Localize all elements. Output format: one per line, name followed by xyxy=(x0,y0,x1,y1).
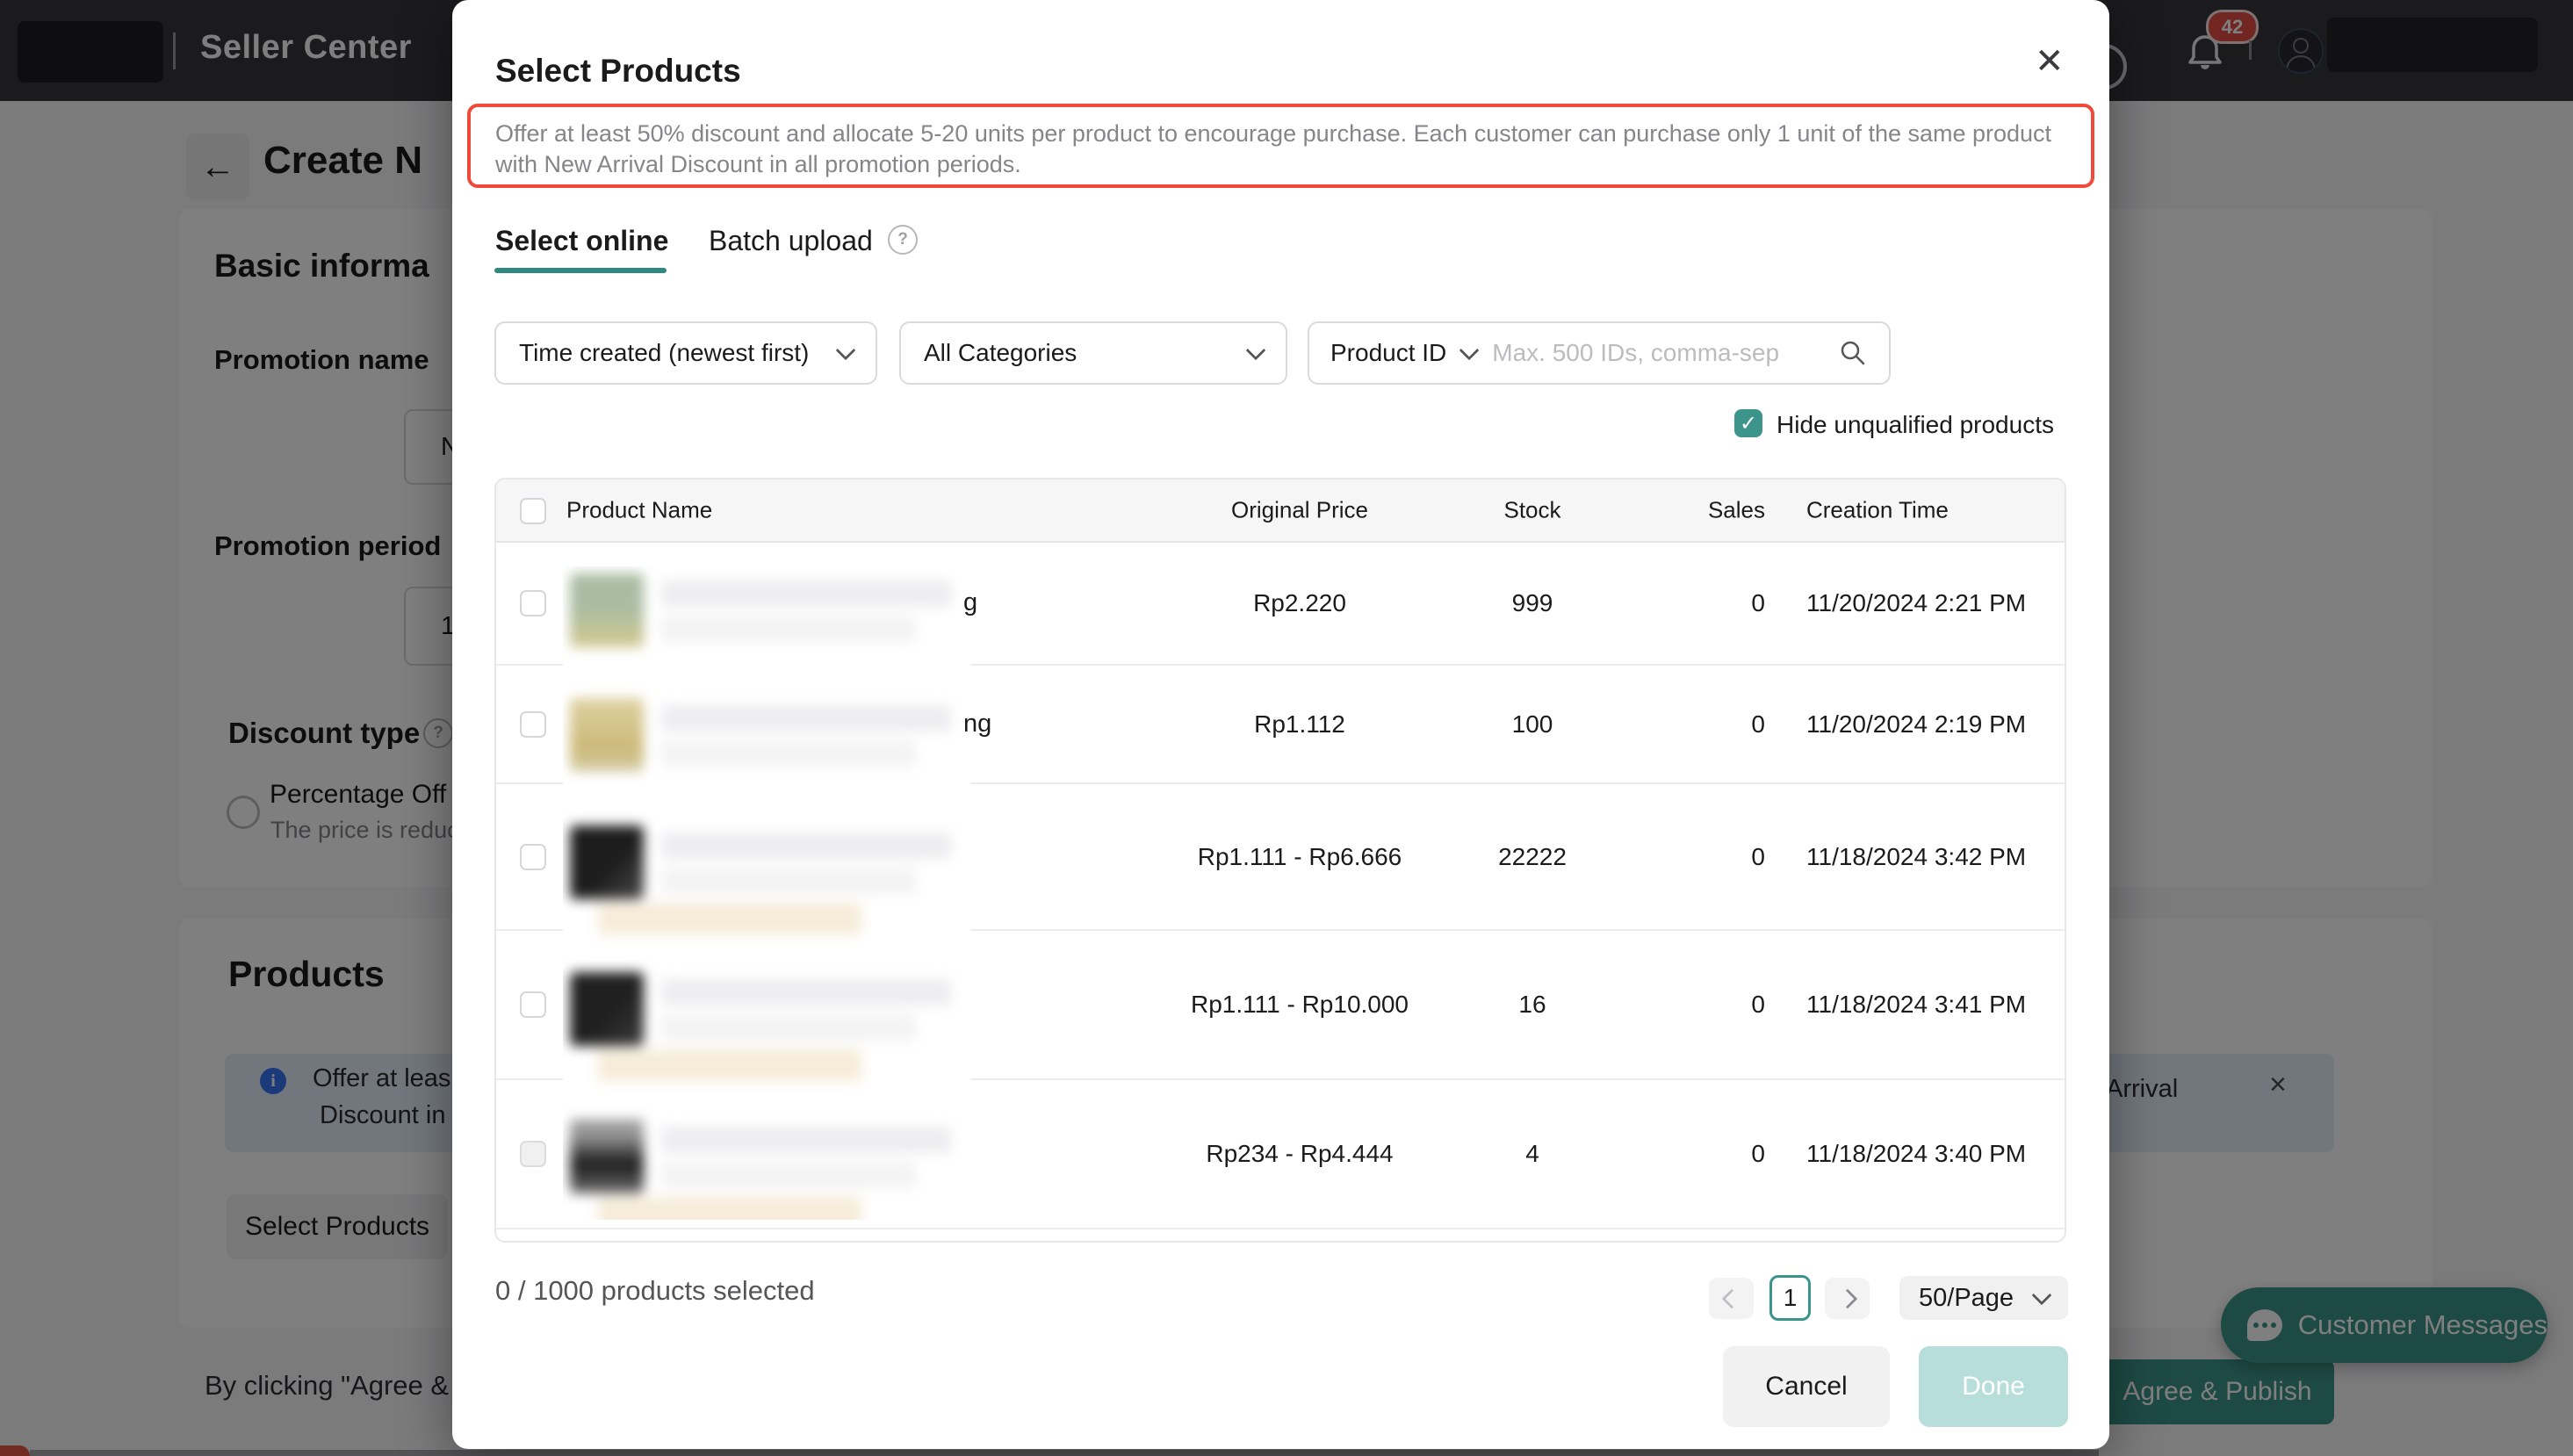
pagination-prev-button[interactable] xyxy=(1709,1278,1754,1319)
chevron-down-icon xyxy=(1246,341,1266,361)
cell-stock: 22222 xyxy=(1445,843,1620,871)
cell-price: Rp234 - Rp4.444 xyxy=(1124,1140,1475,1168)
pagination-next-button[interactable] xyxy=(1825,1278,1870,1319)
cell-sales: 0 xyxy=(1633,710,1765,739)
cancel-button[interactable]: Cancel xyxy=(1723,1346,1890,1427)
product-name-fragment: ng xyxy=(963,710,991,739)
product-name-fragment: g xyxy=(963,588,977,617)
selected-count-text: 0 / 1000 products selected xyxy=(495,1275,815,1307)
checkmark-icon: ✓ xyxy=(1740,411,1757,436)
chevron-down-icon xyxy=(2032,1286,2052,1306)
chevron-right-icon xyxy=(1837,1288,1857,1308)
search-input[interactable]: Max. 500 IDs, comma-sep xyxy=(1492,339,1822,367)
column-creation-time: Creation Time xyxy=(1806,497,1949,524)
chevron-down-icon xyxy=(836,341,856,361)
row-checkbox[interactable] xyxy=(520,991,546,1018)
cell-stock: 4 xyxy=(1445,1140,1620,1168)
cell-sales: 0 xyxy=(1633,1140,1765,1168)
hide-unqualified-label: Hide unqualified products xyxy=(1777,411,2054,439)
chevron-left-icon xyxy=(1721,1288,1741,1308)
redacted-product-names xyxy=(563,566,970,1220)
tab-select-online-label: Select online xyxy=(495,225,668,256)
batch-upload-help-icon[interactable]: ? xyxy=(888,225,918,255)
cell-price: Rp1.111 - Rp10.000 xyxy=(1124,991,1475,1019)
cell-price: Rp1.111 - Rp6.666 xyxy=(1124,843,1475,871)
cell-price: Rp1.112 xyxy=(1124,710,1475,739)
page-size-dropdown[interactable]: 50/Page xyxy=(1899,1276,2068,1320)
cell-created: 11/18/2024 3:42 PM xyxy=(1806,843,2026,871)
product-id-search[interactable]: Product ID Max. 500 IDs, comma-sep xyxy=(1308,321,1891,385)
product-thumbnail xyxy=(570,1120,644,1193)
row-checkbox[interactable] xyxy=(520,1141,546,1167)
cell-created: 11/20/2024 2:21 PM xyxy=(1806,589,2026,617)
pagination-current-page[interactable]: 1 xyxy=(1769,1275,1811,1321)
cell-sales: 0 xyxy=(1633,991,1765,1019)
tab-select-online[interactable]: Select online xyxy=(495,225,668,257)
cell-stock: 100 xyxy=(1445,710,1620,739)
cell-created: 11/18/2024 3:40 PM xyxy=(1806,1140,2026,1168)
chevron-down-icon xyxy=(1459,341,1480,361)
products-table: Product Name Original Price Stock Sales … xyxy=(494,478,2066,1243)
cell-created: 11/18/2024 3:41 PM xyxy=(1806,991,2026,1019)
sort-dropdown[interactable]: Time created (newest first) xyxy=(494,321,877,385)
done-button[interactable]: Done xyxy=(1919,1346,2068,1427)
cell-sales: 0 xyxy=(1633,589,1765,617)
row-checkbox[interactable] xyxy=(520,711,546,738)
hide-unqualified-checkbox[interactable]: ✓ xyxy=(1734,409,1762,437)
column-stock: Stock xyxy=(1445,497,1620,524)
category-dropdown-value: All Categories xyxy=(924,339,1077,367)
current-page-number: 1 xyxy=(1784,1284,1798,1312)
cancel-button-label: Cancel xyxy=(1765,1372,1847,1402)
done-button-label: Done xyxy=(1962,1372,2025,1402)
cell-stock: 999 xyxy=(1445,589,1620,617)
table-header: Product Name Original Price Stock Sales … xyxy=(496,479,2065,543)
cell-price: Rp2.220 xyxy=(1124,589,1475,617)
search-icon[interactable] xyxy=(1838,338,1868,368)
blur-layer xyxy=(563,566,970,1220)
column-original-price: Original Price xyxy=(1124,497,1475,524)
tab-batch-upload-label: Batch upload xyxy=(709,225,873,256)
modal-title: Select Products xyxy=(495,53,741,90)
tab-batch-upload[interactable]: Batch upload xyxy=(709,225,873,257)
product-thumbnail xyxy=(570,573,644,647)
cell-sales: 0 xyxy=(1633,843,1765,871)
notice-text: Offer at least 50% discount and allocate… xyxy=(471,107,2091,191)
discount-rules-notice: Offer at least 50% discount and allocate… xyxy=(467,104,2094,188)
product-thumbnail xyxy=(570,698,644,772)
cell-created: 11/20/2024 2:19 PM xyxy=(1806,710,2026,739)
row-checkbox[interactable] xyxy=(520,590,546,616)
cell-stock: 16 xyxy=(1445,991,1620,1019)
column-product-name: Product Name xyxy=(566,497,712,524)
modal-close-icon[interactable]: ✕ xyxy=(2035,44,2065,79)
select-all-checkbox[interactable] xyxy=(520,498,546,524)
product-thumbnail xyxy=(570,825,644,899)
select-products-modal: Select Products ✕ Offer at least 50% dis… xyxy=(452,0,2109,1449)
sort-dropdown-value: Time created (newest first) xyxy=(519,339,809,367)
active-tab-underline xyxy=(494,268,667,273)
product-thumbnail xyxy=(570,972,644,1046)
column-sales: Sales xyxy=(1633,497,1765,524)
page-size-value: 50/Page xyxy=(1919,1284,2014,1313)
row-checkbox[interactable] xyxy=(520,844,546,870)
search-type-value: Product ID xyxy=(1330,339,1446,367)
category-dropdown[interactable]: All Categories xyxy=(899,321,1287,385)
